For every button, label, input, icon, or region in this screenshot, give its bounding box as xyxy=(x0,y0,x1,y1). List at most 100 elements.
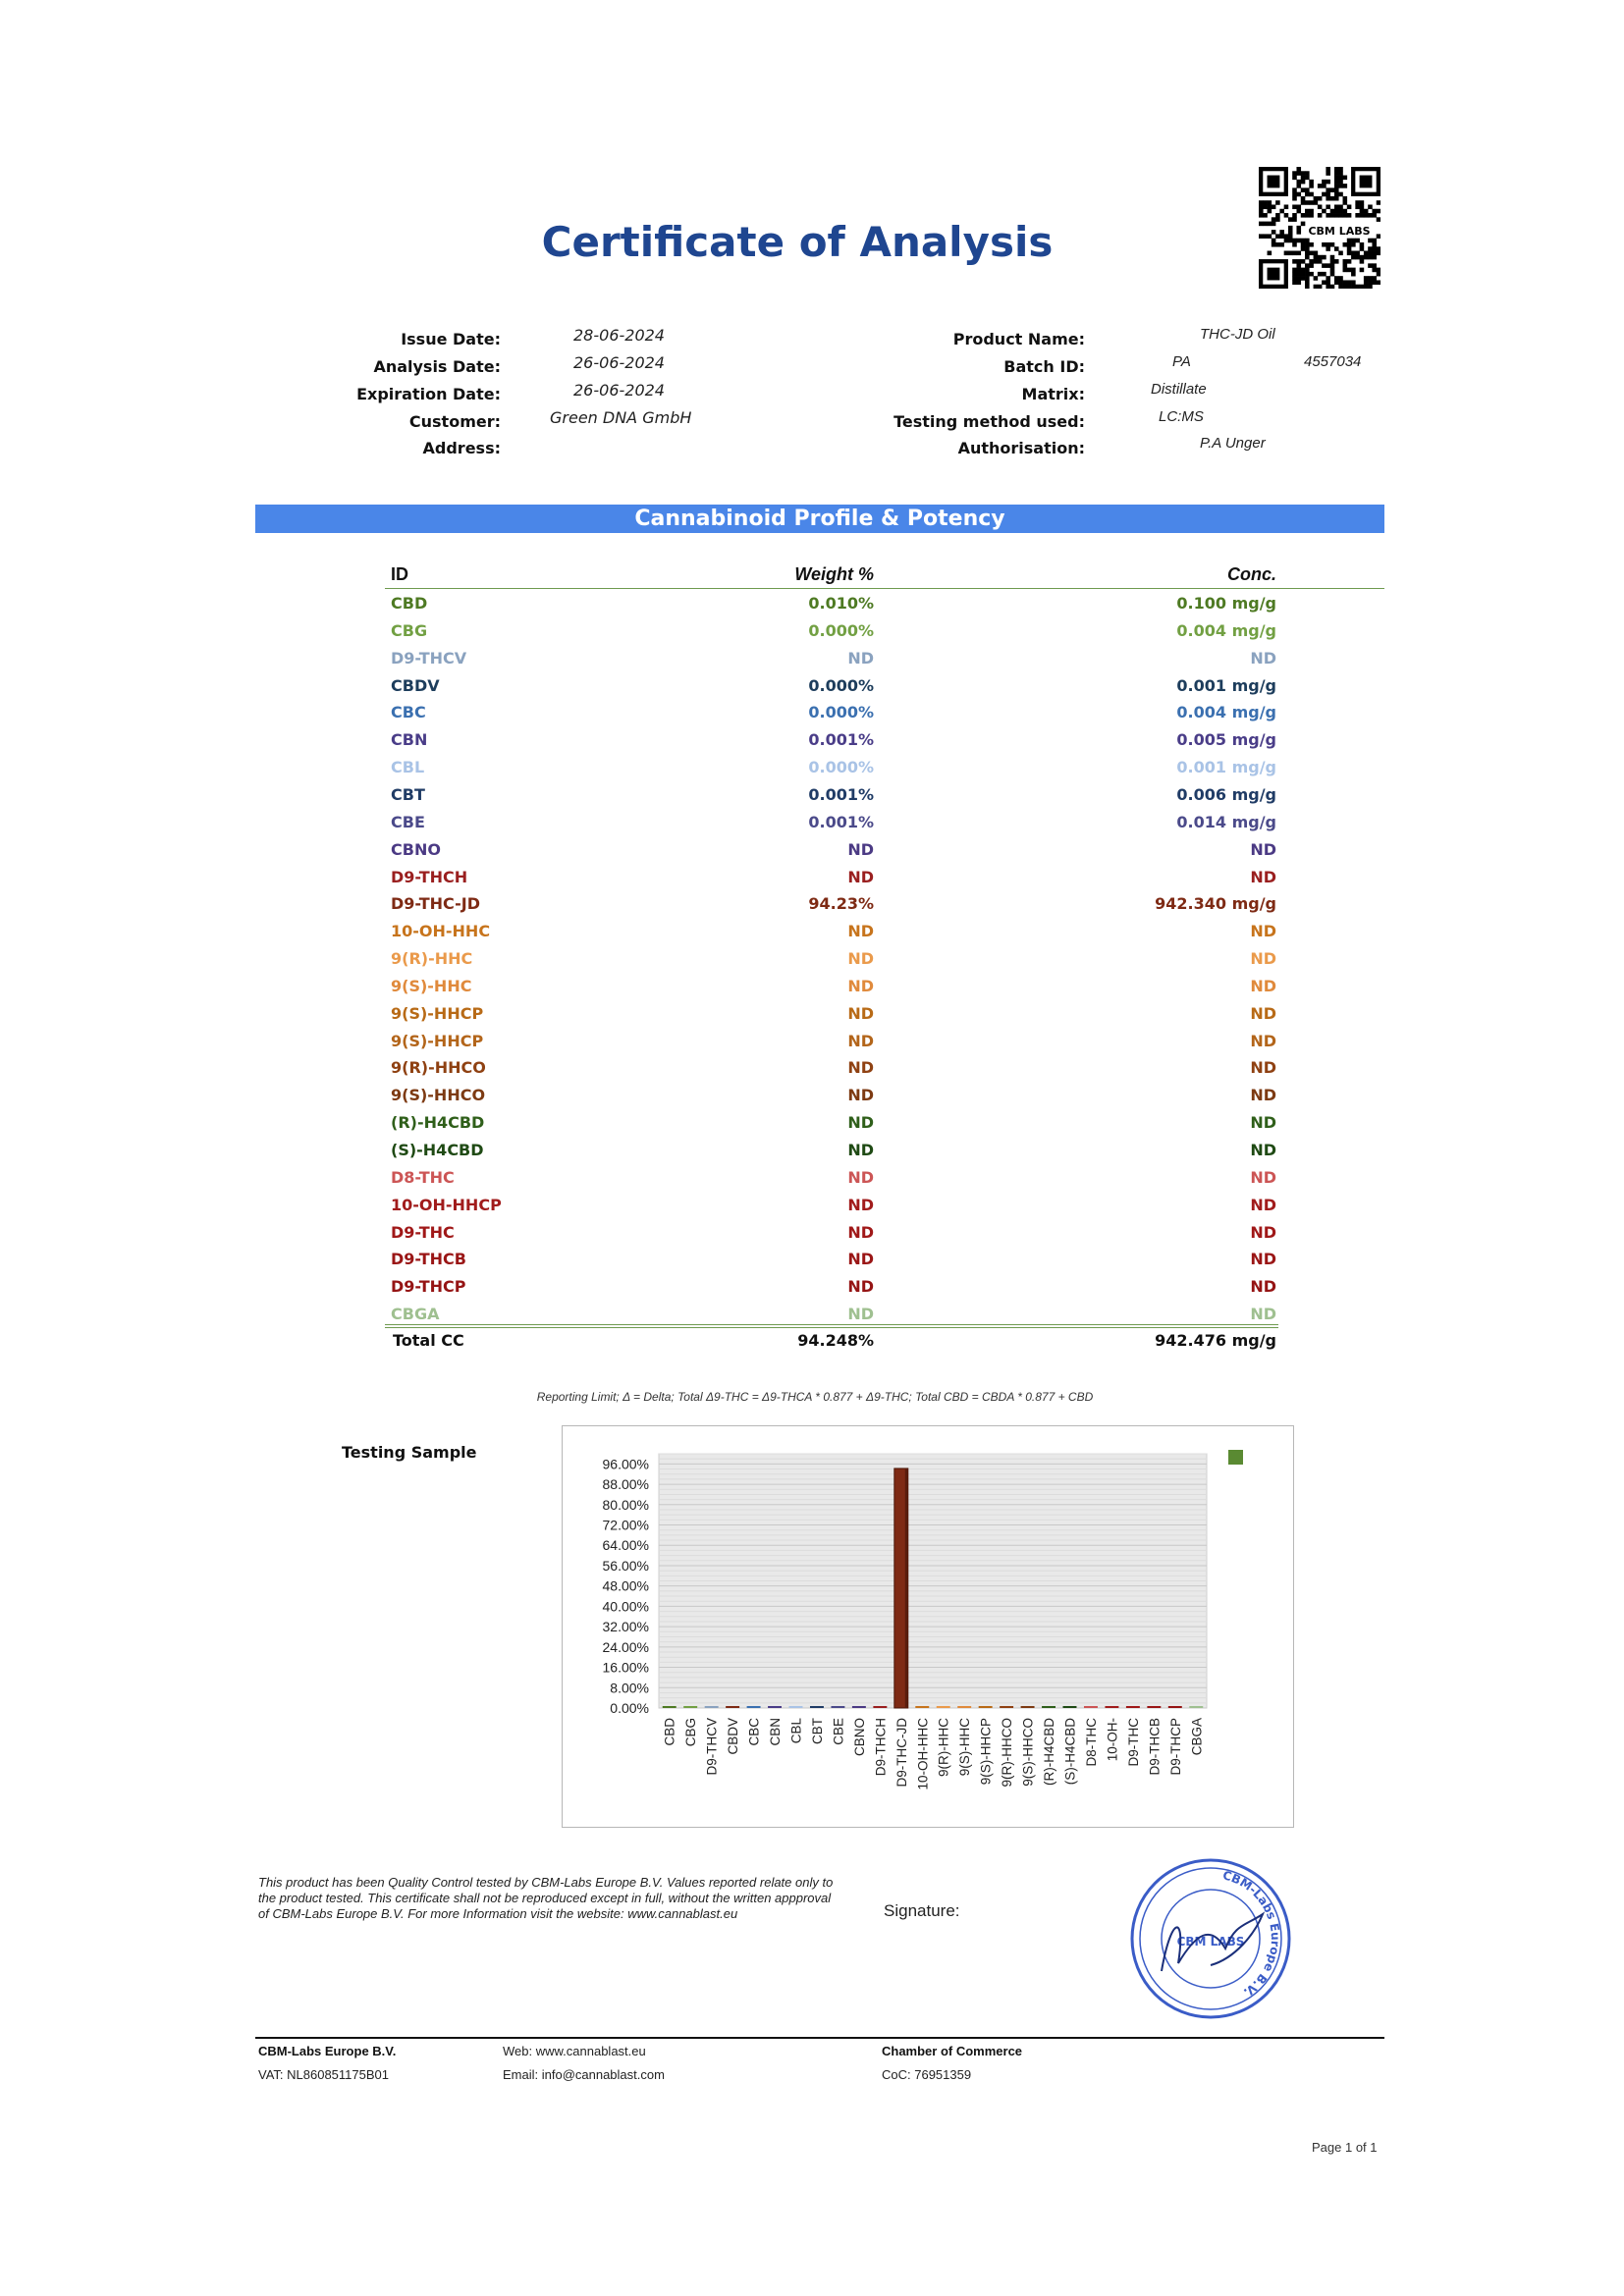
bar xyxy=(978,1706,993,1708)
x-tick-label: 10-OH- xyxy=(1105,1718,1119,1761)
section-banner: Cannabinoid Profile & Potency xyxy=(255,505,1384,533)
row-weight: 0.001% xyxy=(808,730,874,750)
x-tick-label: CBN xyxy=(768,1718,783,1746)
x-tick-label: 9(S)-HHCP xyxy=(979,1718,994,1785)
row-weight: 0.000% xyxy=(808,758,874,777)
meta-label: Customer: xyxy=(408,412,501,431)
x-tick-label: D9-THC-JD xyxy=(894,1718,909,1788)
x-tick-label: D9-THCB xyxy=(1147,1718,1162,1776)
row-id: D9-THCP xyxy=(391,1277,466,1297)
y-tick-label: 48.00% xyxy=(603,1578,649,1594)
x-tick-label: 9(R)-HHCO xyxy=(1000,1718,1014,1788)
row-conc: ND xyxy=(1250,867,1276,886)
bar xyxy=(662,1706,677,1708)
meta-label: Matrix: xyxy=(1021,385,1085,403)
meta-value: 26-06-2024 xyxy=(573,381,665,400)
y-tick-label: 8.00% xyxy=(610,1680,649,1695)
bar xyxy=(915,1706,930,1708)
row-weight: ND xyxy=(847,839,874,859)
row-conc: ND xyxy=(1250,648,1276,667)
row-conc: 0.005 mg/g xyxy=(1176,730,1276,750)
qr-label: CBM LABS xyxy=(1308,225,1370,238)
row-conc: 0.004 mg/g xyxy=(1176,703,1276,722)
x-tick-label: D9-THCV xyxy=(705,1718,720,1776)
col-header-weight: Weight % xyxy=(794,564,874,584)
x-tick-label: 10-OH-HHC xyxy=(915,1718,930,1790)
bar xyxy=(768,1706,783,1708)
meta-label: Address: xyxy=(422,439,501,457)
y-tick-label: 88.00% xyxy=(603,1476,649,1492)
y-tick-label: 56.00% xyxy=(603,1558,649,1574)
x-tick-label: 9(R)-HHC xyxy=(937,1718,951,1777)
y-tick-label: 64.00% xyxy=(603,1537,649,1553)
bar xyxy=(1020,1706,1035,1708)
meta-label: Batch ID: xyxy=(1003,357,1085,376)
row-conc: ND xyxy=(1250,1250,1276,1269)
bar xyxy=(1062,1706,1077,1708)
row-id: CBGA xyxy=(391,1305,440,1324)
row-id: 9(S)-HHCP xyxy=(391,1031,484,1050)
bar xyxy=(1042,1706,1056,1708)
bar xyxy=(936,1706,950,1708)
x-tick-label: 9(S)-HHCO xyxy=(1021,1718,1036,1787)
row-weight: 0.000% xyxy=(808,675,874,695)
row-weight: ND xyxy=(847,949,874,969)
company-stamp-icon: CBM-Labs Europe B.V. CBM LABS xyxy=(1130,1858,1291,2019)
meta-value: Distillate xyxy=(1151,381,1207,398)
row-weight: ND xyxy=(847,1195,874,1214)
row-conc: ND xyxy=(1250,1305,1276,1324)
total-id: Total CC xyxy=(393,1331,464,1350)
x-tick-label: D9-THCH xyxy=(873,1718,888,1776)
header-underline xyxy=(385,588,1384,589)
row-weight: ND xyxy=(847,1250,874,1269)
footer-email-link[interactable]: Email: info@cannablast.com xyxy=(503,2067,665,2082)
x-tick-label: CBC xyxy=(747,1718,762,1746)
x-tick-label: CBGA xyxy=(1189,1718,1204,1755)
row-id: 9(S)-HHCP xyxy=(391,1003,484,1023)
row-id: 9(R)-HHCO xyxy=(391,1058,486,1078)
meta-value: P.A Unger xyxy=(1200,435,1266,452)
row-weight: ND xyxy=(847,1167,874,1187)
footer-web-link[interactable]: Web: www.cannablast.eu xyxy=(503,2044,646,2058)
y-tick-label: 0.00% xyxy=(610,1700,649,1716)
row-id: D9-THCB xyxy=(391,1250,466,1269)
row-weight: ND xyxy=(847,1305,874,1324)
page-title: Certificate of Analysis xyxy=(541,218,1054,266)
bar xyxy=(726,1706,740,1708)
y-tick-label: 16.00% xyxy=(603,1660,649,1676)
bar xyxy=(957,1706,972,1708)
x-tick-label: (R)-H4CBD xyxy=(1042,1718,1056,1786)
bar xyxy=(1189,1706,1204,1708)
y-tick-label: 24.00% xyxy=(603,1639,649,1655)
row-id: CBDV xyxy=(391,675,440,695)
row-id: 9(R)-HHC xyxy=(391,949,473,969)
row-weight: ND xyxy=(847,1113,874,1133)
row-conc: ND xyxy=(1250,976,1276,995)
bar xyxy=(809,1706,824,1708)
legend-swatch xyxy=(1228,1450,1243,1465)
row-id: 10-OH-HHC xyxy=(391,922,491,941)
meta-label: Issue Date: xyxy=(401,330,501,348)
x-tick-label: CBD xyxy=(663,1718,677,1746)
row-conc: ND xyxy=(1250,1167,1276,1187)
bar-shade xyxy=(904,1468,908,1708)
bar xyxy=(893,1468,909,1709)
row-id: CBD xyxy=(391,594,428,613)
row-weight: ND xyxy=(847,1277,874,1297)
reporting-note: Reporting Limit; Δ = Delta; Total Δ9-THC… xyxy=(536,1390,1094,1404)
bar xyxy=(746,1706,761,1708)
row-weight: 0.001% xyxy=(808,784,874,804)
bar xyxy=(1167,1706,1182,1708)
row-conc: ND xyxy=(1250,1031,1276,1050)
row-weight: ND xyxy=(847,867,874,886)
meta-label: Testing method used: xyxy=(893,412,1085,431)
x-tick-label: D9-THC xyxy=(1126,1718,1141,1767)
footer-vat: VAT: NL860851175B01 xyxy=(258,2067,389,2082)
footer-divider xyxy=(255,2037,1384,2039)
row-id: D9-THCH xyxy=(391,867,468,886)
row-weight: ND xyxy=(847,1003,874,1023)
row-id: (S)-H4CBD xyxy=(391,1141,484,1159)
row-id: CBT xyxy=(391,784,425,804)
bar xyxy=(788,1706,803,1708)
total-weight: 94.248% xyxy=(797,1331,874,1350)
